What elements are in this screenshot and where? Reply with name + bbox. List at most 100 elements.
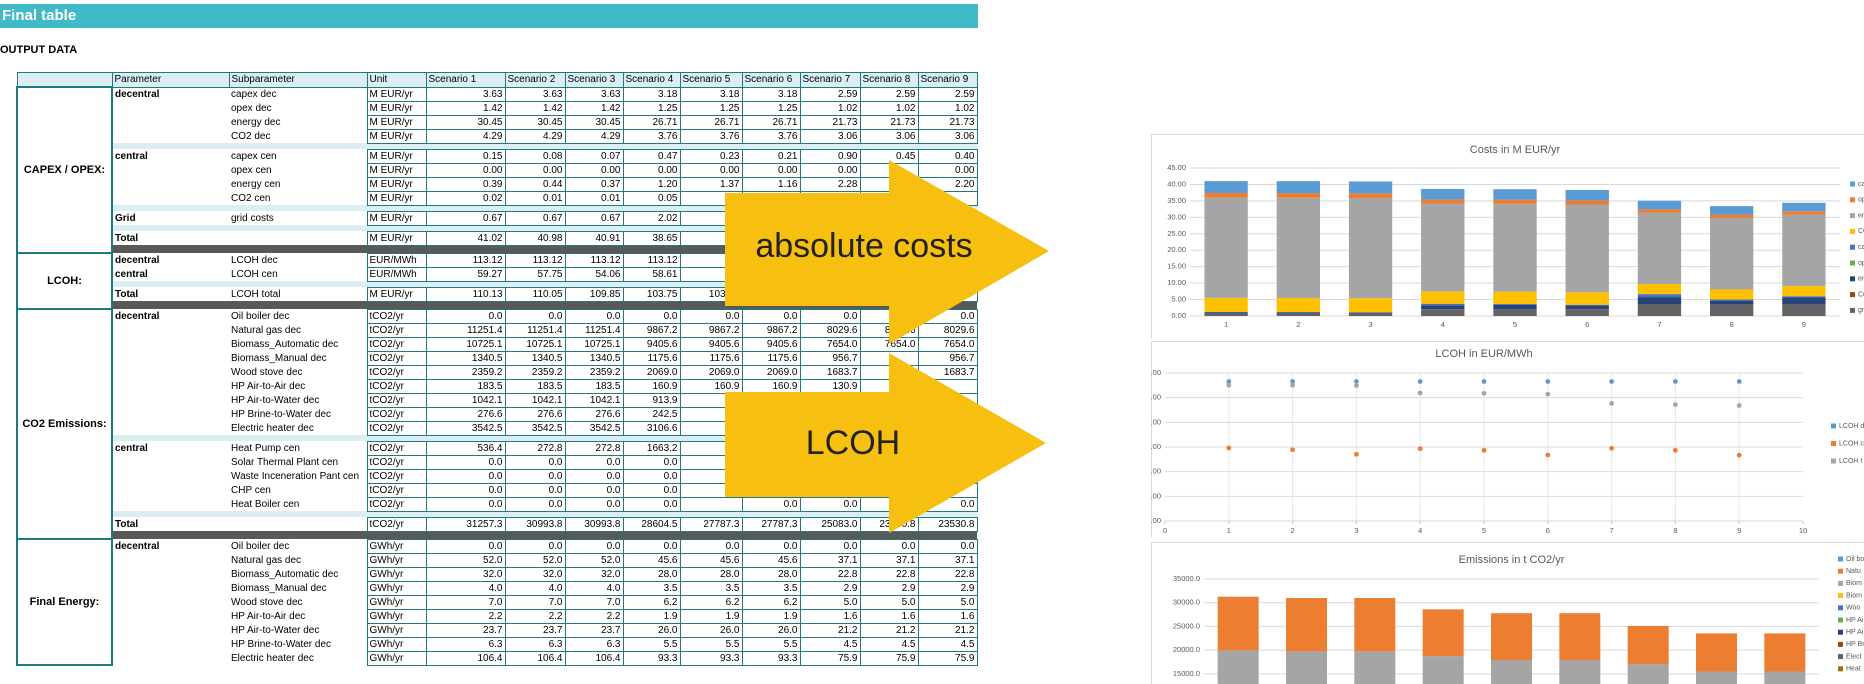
- legend-label: Elect: [1846, 653, 1862, 660]
- separator-cell: [680, 531, 742, 539]
- legend-label: Heat: [1846, 666, 1861, 673]
- y-tick-label: 35000.0: [1173, 574, 1200, 583]
- y-tick-label: 5.00: [1171, 295, 1186, 304]
- subparameter-cell: energy dec: [231, 116, 281, 128]
- column-header: Scenario 1: [425, 72, 506, 88]
- x-tick-label: 10: [1799, 526, 1807, 535]
- bar-segment: [1782, 214, 1826, 287]
- y-tick-label: 20.00: [1167, 245, 1186, 254]
- parameter-cell: [111, 455, 229, 469]
- bar-segment: [1637, 200, 1682, 210]
- separator-cell: [623, 143, 680, 149]
- separator-cell: [229, 281, 367, 287]
- legend-label: LCOH t: [1839, 458, 1862, 465]
- separator-cell: [112, 205, 229, 211]
- value-cell: 0.0: [622, 496, 681, 512]
- bar-segment: [1764, 671, 1806, 684]
- bar-segment: [1782, 304, 1826, 316]
- table-row: Parameter Subparameter Unit Scenario 1 Scena…: [16, 72, 978, 88]
- legend-label: HP Br: [1846, 641, 1864, 648]
- bar-segment: [1764, 633, 1806, 672]
- chart-title: Emissions in t CO2/yr: [1459, 554, 1565, 566]
- sheet-title: Final table: [0, 4, 978, 28]
- bar-segment: [1204, 313, 1248, 316]
- bar-segment: [1710, 301, 1754, 305]
- separator-cell: [860, 143, 918, 149]
- table-row: HP Air-to-Air dec GWh/yr 2.2 2.2 2.2 1.9 1.9 1.…: [17, 608, 978, 624]
- point: [1673, 379, 1678, 384]
- y-tick-label: 0.00: [1146, 516, 1161, 525]
- unit-cell: tCO2/yr: [366, 496, 427, 512]
- value-cell: 75.9: [799, 650, 861, 666]
- bar-segment: [1348, 313, 1393, 316]
- legend-label: op: [1858, 260, 1864, 267]
- value-cell: 40.98: [504, 230, 566, 246]
- legend-swatch: [1838, 580, 1843, 586]
- point: [1481, 390, 1487, 396]
- legend-label: ca: [1858, 244, 1864, 251]
- legend-swatch: [1850, 244, 1855, 250]
- subparameter-cell: Natural gas dec: [231, 554, 302, 566]
- separator-cell: [367, 531, 426, 539]
- separator-cell: [426, 143, 505, 149]
- section-label: CAPEX / OPEX:: [16, 86, 113, 254]
- point: [1736, 403, 1742, 408]
- bar-segment: [1217, 650, 1259, 684]
- parameter-cell: [111, 129, 229, 143]
- separator-cell: [918, 143, 977, 149]
- section-label: LCOH:: [16, 252, 113, 310]
- separator-cell: [112, 245, 229, 253]
- subparameter-cell: Natural gas dec: [231, 324, 302, 336]
- bar-segment: [1565, 305, 1609, 310]
- value-cell: 3.76: [622, 128, 681, 144]
- subparameter-cell: CO2 dec: [231, 130, 271, 142]
- subparameter-cell: capex cen: [231, 150, 277, 162]
- legend-label: Biom: [1846, 580, 1862, 587]
- subparameter-cell: LCOH dec: [231, 254, 278, 266]
- bar-segment: [1710, 206, 1754, 215]
- separator-cell: [426, 435, 505, 441]
- bar-segment: [1637, 304, 1682, 316]
- value-cell: 27787.3: [741, 516, 801, 532]
- value-cell: 0.67: [425, 210, 506, 226]
- subparameter-cell: CO2 cen: [231, 192, 271, 204]
- bar-segment: [1782, 202, 1826, 212]
- chart-title: LCOH in EUR/MWh: [1435, 348, 1532, 360]
- point: [1354, 379, 1359, 384]
- bar-segment: [1710, 304, 1754, 316]
- arrow-label: absolute costs: [755, 227, 972, 265]
- bar-segment: [1276, 312, 1320, 314]
- x-tick-label: 2: [1296, 320, 1300, 329]
- separator-cell: [680, 245, 742, 253]
- y-tick-label: 20.00: [1142, 491, 1161, 500]
- column-header: Scenario 4: [622, 72, 681, 88]
- subparameter-cell: Electric heater dec: [231, 652, 314, 664]
- chart-title: Costs in M EUR/yr: [1470, 144, 1561, 156]
- legend-swatch: [1850, 276, 1855, 282]
- separator-cell: [367, 245, 426, 253]
- point: [1290, 379, 1295, 384]
- bar-segment: [1565, 200, 1609, 205]
- separator-cell: [565, 301, 623, 309]
- parameter-cell: [111, 421, 229, 435]
- parameter-cell: Total: [111, 517, 229, 531]
- parameter-cell: [111, 379, 229, 393]
- chart: LCOH in EUR/MWh 0.00 20.00 40.00 60.00 80.00 1…: [1142, 341, 1864, 537]
- separator-cell: [800, 511, 860, 517]
- separator-cell: [505, 205, 565, 211]
- separator-cell: [860, 531, 918, 539]
- y-tick-label: 60.00: [1142, 442, 1161, 451]
- legend-swatch: [1831, 423, 1836, 429]
- separator-cell: [800, 143, 860, 149]
- separator-cell: [229, 511, 367, 517]
- y-tick-label: 30000.0: [1173, 598, 1200, 607]
- bar-segment: [1559, 613, 1601, 661]
- table-row: Total tCO2/yr 31257.3 30993.8 30993.8 28604.5…: [17, 516, 978, 532]
- legend-swatch: [1838, 568, 1843, 574]
- bar-segment: [1710, 289, 1754, 300]
- point: [1545, 452, 1551, 458]
- separator-cell: [426, 281, 505, 287]
- value-cell: 27787.3: [679, 516, 743, 532]
